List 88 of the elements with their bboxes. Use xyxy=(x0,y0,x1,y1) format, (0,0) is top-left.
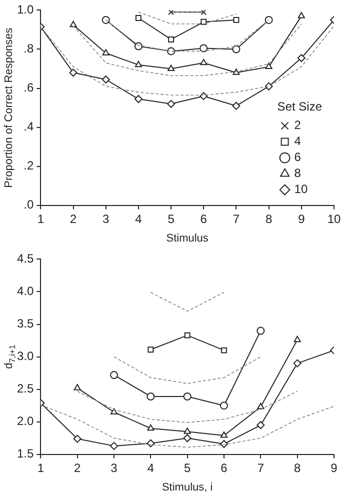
x-tick-label: 6 xyxy=(200,212,208,226)
y-tick-label: 4.0 xyxy=(16,284,34,298)
point xyxy=(69,68,78,77)
point xyxy=(298,12,305,18)
y-tick-label: .2 xyxy=(24,158,34,173)
y-tick-label: 3.0 xyxy=(16,349,34,364)
y-tick-label: .4 xyxy=(24,120,34,134)
x-tick-label: 10 xyxy=(327,212,341,226)
x-tick-label: 9 xyxy=(298,212,306,226)
point xyxy=(232,68,240,75)
point xyxy=(110,371,118,380)
point xyxy=(134,42,142,50)
point xyxy=(256,421,265,430)
point xyxy=(168,10,174,16)
x-tick-label: 4 xyxy=(135,212,142,226)
x-tick-label: 3 xyxy=(110,460,118,475)
legend-label: 2 xyxy=(294,118,302,132)
point xyxy=(110,442,118,450)
point xyxy=(70,20,77,28)
x-tick-label: 8 xyxy=(294,460,301,475)
point xyxy=(184,332,190,338)
point xyxy=(102,16,110,24)
legend-label: 8 xyxy=(294,166,302,180)
point xyxy=(220,402,228,410)
point xyxy=(264,16,273,24)
point xyxy=(256,326,265,335)
y-axis-title: d7,i+1 xyxy=(3,344,18,369)
y-axis-title: Proportion of Correct Responses xyxy=(3,27,16,188)
point xyxy=(134,60,142,68)
x-axis-title: Stimulus xyxy=(166,232,209,244)
y-tick-label: .6 xyxy=(24,80,34,95)
point xyxy=(221,347,227,354)
point xyxy=(168,36,174,42)
x-tick-label: 4 xyxy=(147,460,154,475)
x-tick-label: 5 xyxy=(168,212,175,226)
x-tick-label: 1 xyxy=(37,460,44,475)
y-tick-label: 2.0 xyxy=(16,414,34,428)
point xyxy=(257,402,264,410)
x-tick-label: 2 xyxy=(74,460,82,475)
y-tick-label: .8 xyxy=(24,42,34,56)
point xyxy=(183,392,192,400)
point xyxy=(110,408,118,414)
y-tick-label: 4.5 xyxy=(16,252,34,266)
y-tick-label: .0 xyxy=(24,198,34,212)
point xyxy=(167,100,176,108)
point xyxy=(147,424,154,431)
x-axis-title: Stimulus, i xyxy=(162,481,213,494)
point xyxy=(183,434,192,442)
x-tick-label: 9 xyxy=(330,460,338,475)
point xyxy=(220,432,228,438)
point xyxy=(232,45,240,54)
point xyxy=(148,346,154,353)
point xyxy=(167,47,176,56)
point xyxy=(168,64,175,72)
point xyxy=(102,75,110,84)
y-tick-label: 2.5 xyxy=(16,382,34,396)
point xyxy=(232,102,240,110)
point xyxy=(220,440,228,448)
x-tick-label: 7 xyxy=(257,460,264,475)
point xyxy=(134,95,142,104)
point xyxy=(297,54,306,62)
legend-label: 6 xyxy=(294,150,302,164)
x-tick-label: 5 xyxy=(184,460,191,475)
x-tick-label: 6 xyxy=(220,460,228,475)
x-tick-label: 7 xyxy=(232,212,240,226)
point xyxy=(184,428,191,434)
point xyxy=(200,58,208,66)
point xyxy=(200,44,208,52)
point xyxy=(293,359,302,368)
legend-label: 4 xyxy=(294,134,302,148)
x-tick-label: 1 xyxy=(37,212,44,226)
x-tick-label: 3 xyxy=(102,212,110,226)
point xyxy=(200,10,207,16)
x-tick-label: 2 xyxy=(70,212,77,226)
point xyxy=(233,16,240,23)
point xyxy=(146,392,155,400)
point xyxy=(74,384,81,390)
legend-title: Set Size xyxy=(277,100,322,114)
legend-label: 10 xyxy=(294,182,308,196)
point xyxy=(265,62,272,70)
point xyxy=(73,434,82,443)
x-tick-label: 8 xyxy=(265,212,272,226)
point xyxy=(294,336,301,342)
y-tick-label: 1.5 xyxy=(16,446,34,461)
point xyxy=(135,15,142,21)
y-tick-label: 3.5 xyxy=(16,316,34,331)
point xyxy=(102,49,110,56)
y-tick-label: 1.0 xyxy=(16,2,34,17)
